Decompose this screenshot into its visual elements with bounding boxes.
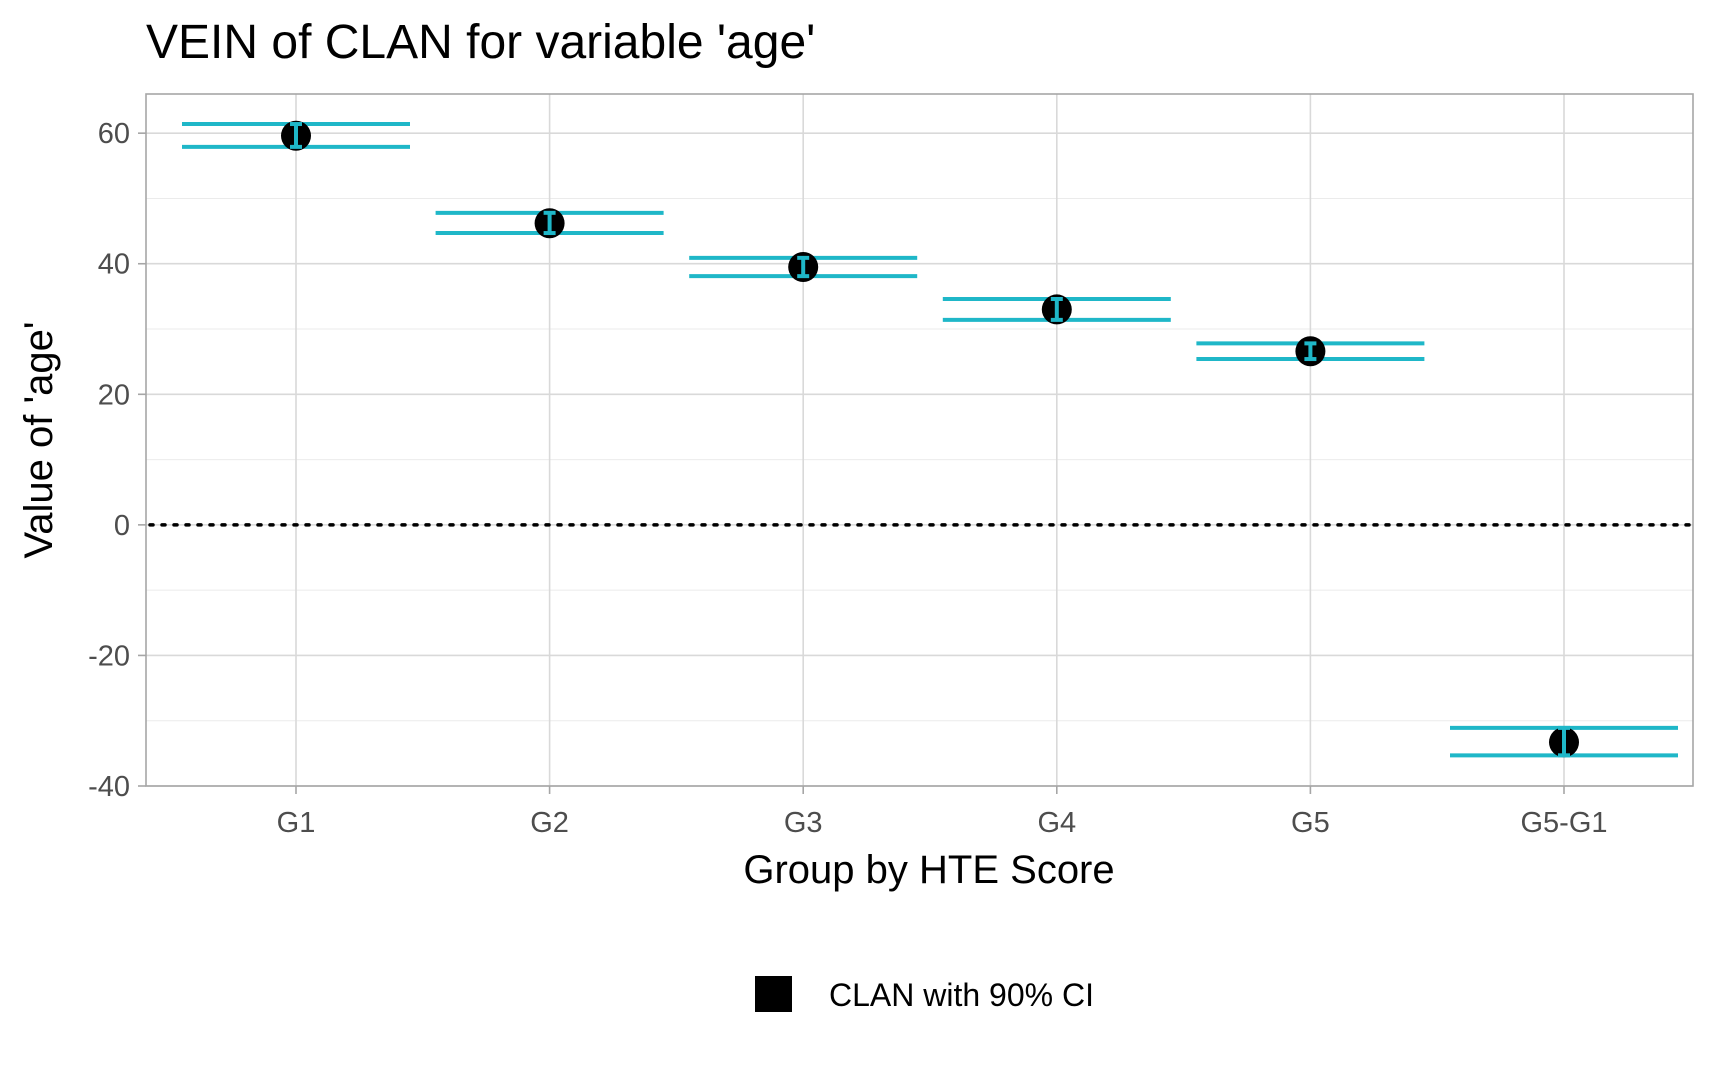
y-tick-label: -40 — [88, 771, 130, 803]
legend: CLAN with 90% CI — [755, 976, 1094, 1013]
y-tick-label: 60 — [98, 118, 130, 150]
y-tick-label: 40 — [98, 249, 130, 281]
y-tick-label: 20 — [98, 379, 130, 411]
y-axis-title: Value of 'age' — [17, 322, 61, 559]
x-tick-label-G2: G2 — [530, 807, 569, 839]
legend-key — [755, 976, 792, 1012]
grid — [146, 94, 1693, 787]
x-axis-title: Group by HTE Score — [743, 848, 1114, 892]
x-tick-label-G4: G4 — [1037, 807, 1076, 839]
data-marks — [182, 120, 1678, 758]
x-tick-label-G5: G5 — [1291, 807, 1330, 839]
y-tick-label: 0 — [114, 510, 130, 542]
axes: -40 -20 0 20 40 60 G1 G2 G3 G4 G5 G5-G1 — [88, 118, 1607, 839]
legend-label: CLAN with 90% CI — [829, 977, 1094, 1013]
x-tick-label-G1: G1 — [277, 807, 316, 839]
chart-title: VEIN of CLAN for variable 'age' — [146, 16, 815, 69]
x-tick-label-G5-G1: G5-G1 — [1520, 807, 1607, 839]
x-tick-label-G3: G3 — [784, 807, 823, 839]
panel-border — [145, 93, 1694, 787]
y-tick-label: -20 — [88, 640, 130, 672]
